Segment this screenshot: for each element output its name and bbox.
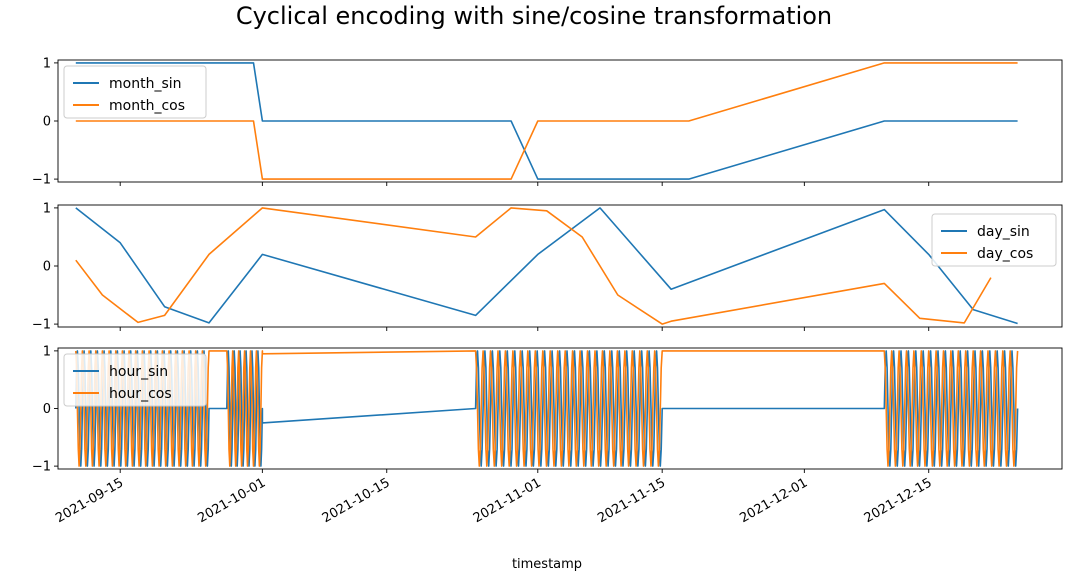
legend-frame-3 — [63, 353, 207, 407]
series-line-month_cos — [75, 62, 1018, 180]
y-tick-label-2: 0 — [43, 260, 51, 275]
x-tick-label: 2021-10-15 — [320, 475, 393, 526]
x-tick-label: 2021-12-01 — [737, 475, 810, 526]
legend-label-day_sin: day_sin — [977, 224, 1030, 240]
legend-label-month_cos: month_cos — [109, 98, 185, 114]
legend-label-hour_sin: hour_sin — [109, 364, 168, 380]
y-tick-label-2: 1 — [43, 201, 51, 216]
series-line-day_sin — [75, 207, 1018, 325]
y-tick-label-3: 0 — [43, 402, 51, 417]
y-tick-label-1: 0 — [43, 115, 51, 130]
x-axis-label: timestamp — [512, 557, 582, 572]
x-tick-label: 2021-11-01 — [471, 475, 544, 526]
axes-frame-2 — [57, 204, 1063, 328]
legend-frame-1 — [63, 65, 207, 119]
legend-label-month_sin: month_sin — [109, 76, 182, 92]
legend-label-hour_cos: hour_cos — [109, 386, 172, 402]
series-line-hour_cos — [75, 350, 1019, 467]
series-line-day_cos — [75, 207, 992, 325]
y-tick-label-3: −1 — [32, 460, 51, 475]
y-tick-label-2: −1 — [32, 318, 51, 333]
y-tick-label-1: 1 — [43, 56, 51, 71]
y-tick-label-1: −1 — [32, 173, 51, 188]
chart-title: Cyclical encoding with sine/cosine trans… — [235, 2, 833, 30]
x-tick-label: 2021-11-15 — [595, 475, 668, 526]
x-tick-label: 2021-12-15 — [862, 475, 935, 526]
x-tick-label: 2021-10-01 — [195, 475, 268, 526]
y-tick-label-3: 1 — [43, 344, 51, 359]
x-tick-label: 2021-09-15 — [53, 475, 126, 526]
legend-label-day_cos: day_cos — [977, 246, 1033, 262]
